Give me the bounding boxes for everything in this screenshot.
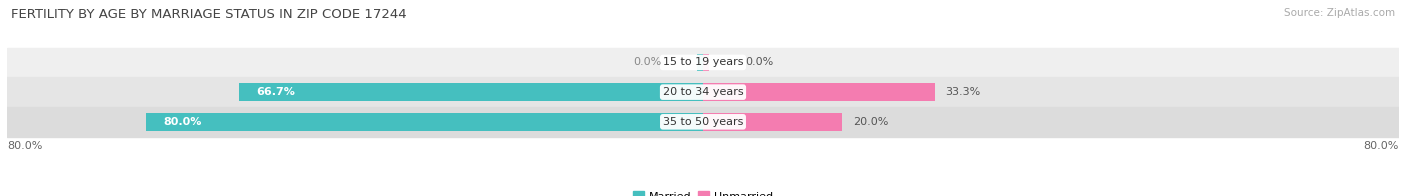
Text: 80.0%: 80.0% xyxy=(1364,141,1399,151)
Text: 80.0%: 80.0% xyxy=(7,141,42,151)
Bar xyxy=(703,83,935,101)
Bar xyxy=(239,83,703,101)
Bar xyxy=(7,107,1399,137)
Text: 0.0%: 0.0% xyxy=(633,57,661,67)
Text: 15 to 19 years: 15 to 19 years xyxy=(662,57,744,67)
Text: 35 to 50 years: 35 to 50 years xyxy=(662,117,744,127)
Text: 20.0%: 20.0% xyxy=(852,117,889,127)
Text: 0.0%: 0.0% xyxy=(745,57,773,67)
Bar xyxy=(7,77,1399,107)
Text: 66.7%: 66.7% xyxy=(256,87,295,97)
Bar xyxy=(146,113,703,131)
Legend: Married, Unmarried: Married, Unmarried xyxy=(628,187,778,196)
Bar xyxy=(7,48,1399,77)
Text: FERTILITY BY AGE BY MARRIAGE STATUS IN ZIP CODE 17244: FERTILITY BY AGE BY MARRIAGE STATUS IN Z… xyxy=(11,8,406,21)
Text: Source: ZipAtlas.com: Source: ZipAtlas.com xyxy=(1284,8,1395,18)
Bar xyxy=(703,113,842,131)
Bar xyxy=(703,54,709,71)
Text: 80.0%: 80.0% xyxy=(163,117,202,127)
Text: 20 to 34 years: 20 to 34 years xyxy=(662,87,744,97)
Bar xyxy=(697,54,703,71)
Text: 33.3%: 33.3% xyxy=(945,87,980,97)
